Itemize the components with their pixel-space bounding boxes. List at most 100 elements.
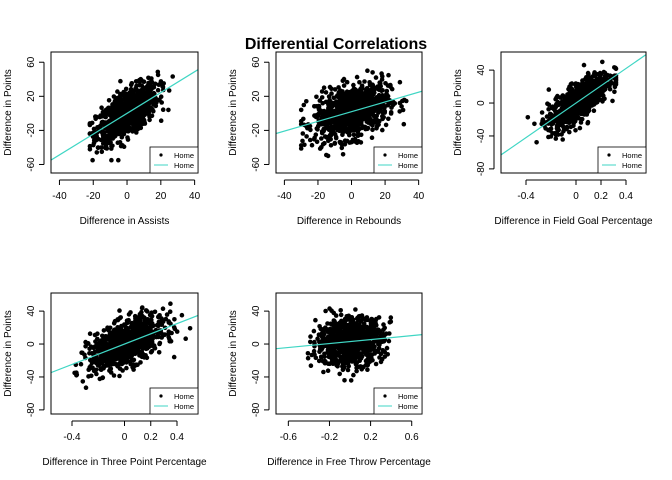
data-point	[350, 323, 355, 328]
data-point	[321, 85, 327, 90]
data-point	[136, 342, 142, 348]
data-point	[555, 109, 560, 115]
data-point	[155, 87, 161, 93]
data-point	[373, 334, 379, 340]
data-point	[139, 349, 144, 354]
data-point	[352, 100, 358, 105]
data-point	[342, 349, 348, 355]
data-point	[358, 352, 364, 358]
data-point	[325, 321, 330, 326]
data-point	[133, 102, 138, 107]
data-point	[106, 138, 111, 144]
data-point	[91, 142, 96, 148]
x-tick-label: -40	[277, 191, 292, 202]
legend-box	[597, 146, 647, 174]
data-point	[111, 321, 117, 326]
data-point	[340, 361, 346, 367]
data-point	[100, 132, 106, 138]
data-point	[167, 309, 173, 315]
data-point	[385, 102, 391, 108]
legend-label: Home	[622, 151, 642, 160]
data-point	[141, 79, 147, 84]
data-point	[319, 122, 325, 127]
data-point	[400, 107, 406, 113]
data-point	[158, 94, 164, 99]
data-point	[316, 358, 322, 364]
data-point	[137, 79, 143, 85]
data-point	[607, 73, 613, 78]
data-point	[328, 132, 334, 138]
data-point	[145, 90, 151, 96]
data-point	[360, 113, 366, 118]
data-point	[397, 100, 403, 106]
data-point	[554, 101, 559, 107]
data-points	[87, 69, 175, 163]
data-point	[334, 108, 340, 114]
data-point	[107, 325, 113, 331]
y-axis-label: Difference in Points	[3, 69, 14, 156]
data-point	[372, 351, 378, 356]
data-point	[601, 69, 607, 75]
data-point	[147, 117, 152, 123]
data-point	[111, 373, 117, 378]
data-point	[309, 142, 315, 148]
data-point	[363, 126, 368, 132]
data-point	[399, 104, 404, 109]
data-point	[124, 357, 130, 363]
data-point	[109, 157, 114, 163]
data-points	[298, 68, 409, 159]
data-point	[358, 101, 363, 106]
data-point	[342, 378, 347, 383]
data-point	[141, 331, 147, 337]
x-tick-label: -20	[86, 191, 101, 202]
plot-frame	[275, 292, 423, 415]
data-point	[298, 107, 304, 113]
data-point	[328, 137, 334, 142]
data-point	[105, 362, 110, 368]
data-point	[368, 325, 374, 331]
fit-line	[51, 69, 198, 161]
data-point	[110, 143, 115, 149]
data-point	[594, 97, 599, 102]
y-tick-label: -40	[476, 128, 487, 143]
data-point	[164, 312, 170, 317]
data-point	[128, 86, 134, 92]
data-point	[126, 328, 131, 334]
data-point	[351, 357, 357, 363]
x-tick-label: 0.6	[405, 432, 419, 443]
data-point	[344, 97, 350, 103]
data-point	[369, 317, 375, 322]
data-point	[338, 312, 344, 318]
data-point	[91, 137, 97, 143]
data-point	[311, 328, 317, 334]
x-tick-label: -0.4	[517, 191, 535, 202]
data-point	[305, 351, 311, 356]
data-point	[118, 91, 123, 97]
figure-title: Differential Correlations	[244, 36, 428, 53]
data-point	[540, 118, 545, 124]
data-point	[78, 361, 84, 367]
y-tick-label: -80	[251, 402, 262, 417]
data-point	[555, 132, 561, 137]
data-point	[79, 350, 84, 356]
data-point	[87, 331, 93, 337]
y-axis-label: Difference in Points	[228, 69, 239, 156]
data-point	[91, 126, 97, 132]
data-point	[573, 116, 579, 122]
data-point	[305, 355, 311, 361]
data-point	[567, 104, 572, 109]
data-point	[95, 342, 101, 348]
data-point	[546, 87, 552, 92]
data-point	[149, 321, 154, 327]
data-point	[133, 113, 139, 119]
y-tick-label: -20	[26, 123, 37, 138]
x-tick-label: 0.4	[170, 432, 184, 443]
data-point	[121, 144, 127, 149]
data-point	[319, 145, 324, 150]
data-point	[85, 341, 91, 346]
